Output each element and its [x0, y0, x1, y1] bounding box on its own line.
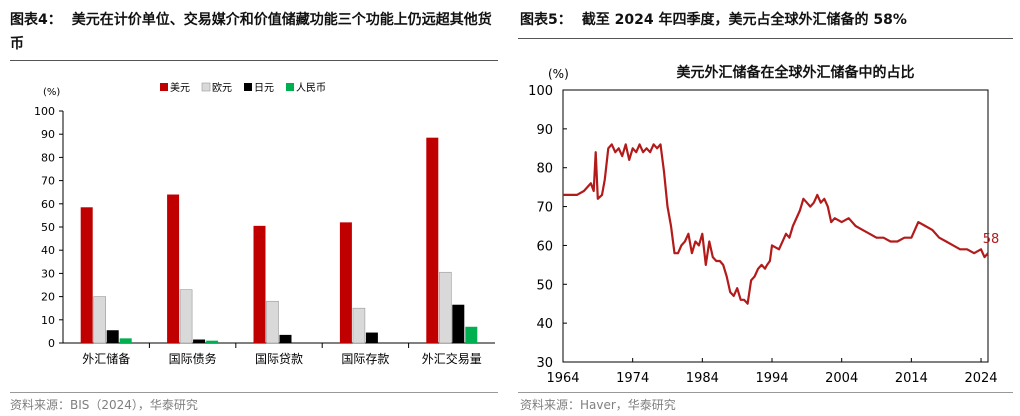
- bar: [253, 225, 266, 343]
- bar-y-tick-label: 30: [41, 267, 55, 280]
- line-x-tick-label: 1984: [686, 371, 719, 386]
- line-x-tick-label: 2024: [964, 371, 997, 386]
- bar-x-tick-label: 外汇储备: [82, 351, 130, 366]
- plot-frame: [562, 89, 989, 363]
- bar: [93, 296, 106, 344]
- legend-label: 日元: [254, 83, 274, 94]
- right-title-rule: [518, 38, 1013, 39]
- legend-swatch: [201, 82, 211, 92]
- left-source: 资料来源：BIS（2024），华泰研究: [10, 398, 198, 412]
- bar: [365, 332, 378, 343]
- left-source-rule: [10, 392, 498, 393]
- bar-y-tick-label: 20: [41, 291, 55, 304]
- left-figure-title-text: 美元在计价单位、交易媒介和价值储藏功能三个功能上仍远超其他货币: [10, 12, 492, 52]
- right-figure-title: 图表5： 截至 2024 年四季度，美元占全球外汇储备的 58%: [520, 8, 1015, 32]
- bar-y-tick-label: 80: [41, 151, 55, 164]
- line-y-tick-label: 30: [536, 356, 553, 371]
- left-figure-number: 图表4：: [10, 12, 62, 28]
- left-title-rule: [10, 60, 498, 61]
- bar-y-tick-label: 10: [41, 314, 55, 327]
- bar-y-tick-label: 50: [41, 221, 55, 234]
- bar: [339, 222, 352, 343]
- bar: [266, 300, 279, 344]
- line-y-tick-label: 70: [536, 201, 553, 216]
- line-chart: 美元外汇储备在全球外汇储备中的占比 (%) 30 40 50 60 70 80 90 100 196…: [528, 64, 1000, 386]
- line-x-tick-label: 1964: [546, 371, 579, 386]
- legend-swatch: [160, 83, 168, 91]
- bar-y-unit: (%): [43, 87, 60, 98]
- legend-label: 欧元: [212, 82, 232, 94]
- bar: [206, 340, 219, 343]
- legend-swatch: [244, 83, 252, 91]
- bar: [452, 304, 465, 343]
- line-y-tick-label: 40: [536, 317, 553, 332]
- line-annotation: 58: [983, 232, 1000, 247]
- bar: [193, 339, 206, 343]
- bar-y-tick-label: 60: [41, 198, 55, 211]
- bar: [119, 338, 132, 343]
- bar: [438, 271, 452, 344]
- line-y-tick-label: 60: [536, 239, 553, 254]
- bar-x-tick-label: 国际贷款: [255, 352, 303, 366]
- legend-label: 人民币: [296, 82, 326, 94]
- bar-y-tick-label: 70: [41, 175, 55, 188]
- left-panel: 图表4： 美元在计价单位、交易媒介和价值储藏功能三个功能上仍远超其他货币 (%) 0…: [0, 0, 505, 416]
- line-chart-title: 美元外汇储备在全球外汇储备中的占比: [677, 64, 915, 81]
- line-y-tick-label: 90: [536, 123, 553, 138]
- bar: [465, 326, 478, 343]
- bar: [167, 194, 180, 343]
- line-y-tick-label: 80: [536, 162, 553, 177]
- bar: [80, 207, 93, 343]
- bar-x-tick-label: 国际债务: [169, 351, 217, 366]
- right-source: 资料来源：Haver，华泰研究: [520, 398, 676, 412]
- left-figure-title: 图表4： 美元在计价单位、交易媒介和价值储藏功能三个功能上仍远超其他货币: [10, 8, 500, 56]
- line-x-tick-label: 1974: [616, 371, 649, 386]
- bar: [106, 330, 119, 343]
- bar: [279, 334, 292, 343]
- line-x-tick-label: 1994: [755, 371, 788, 386]
- bar-chart: (%) 0 10 20 30 40 50 60 70 80 90 100 外汇储备 国际债务 国际贷款 国际存…: [34, 81, 495, 366]
- right-figure-number: 图表5：: [520, 12, 572, 28]
- line-y-tick-label: 100: [528, 84, 553, 99]
- right-panel: 图表5： 截至 2024 年四季度，美元占全球外汇储备的 58% 美元外汇储备在全…: [510, 0, 1020, 416]
- bar: [352, 307, 366, 344]
- right-source-rule: [518, 392, 1013, 393]
- legend-label: 美元: [170, 81, 190, 94]
- line-x-tick-label: 2014: [895, 371, 928, 386]
- line-y-unit: (%): [548, 67, 569, 81]
- bar-y-tick-label: 0: [48, 337, 55, 350]
- series-line: [563, 143, 989, 305]
- right-figure-title-text: 截至 2024 年四季度，美元占全球外汇储备的 58%: [581, 12, 907, 28]
- line-y-tick-label: 50: [536, 278, 553, 293]
- bar-x-tick-label: 国际存款: [341, 352, 389, 366]
- bar-y-tick-label: 90: [41, 128, 55, 141]
- bar-y-tick-label: 40: [41, 244, 55, 257]
- legend-swatch: [286, 83, 294, 91]
- line-x-tick-label: 2004: [825, 371, 858, 386]
- bar-y-tick-label: 100: [34, 105, 55, 118]
- bar: [426, 137, 439, 343]
- bar: [179, 289, 193, 344]
- bar-x-tick-label: 外汇交易量: [422, 351, 482, 366]
